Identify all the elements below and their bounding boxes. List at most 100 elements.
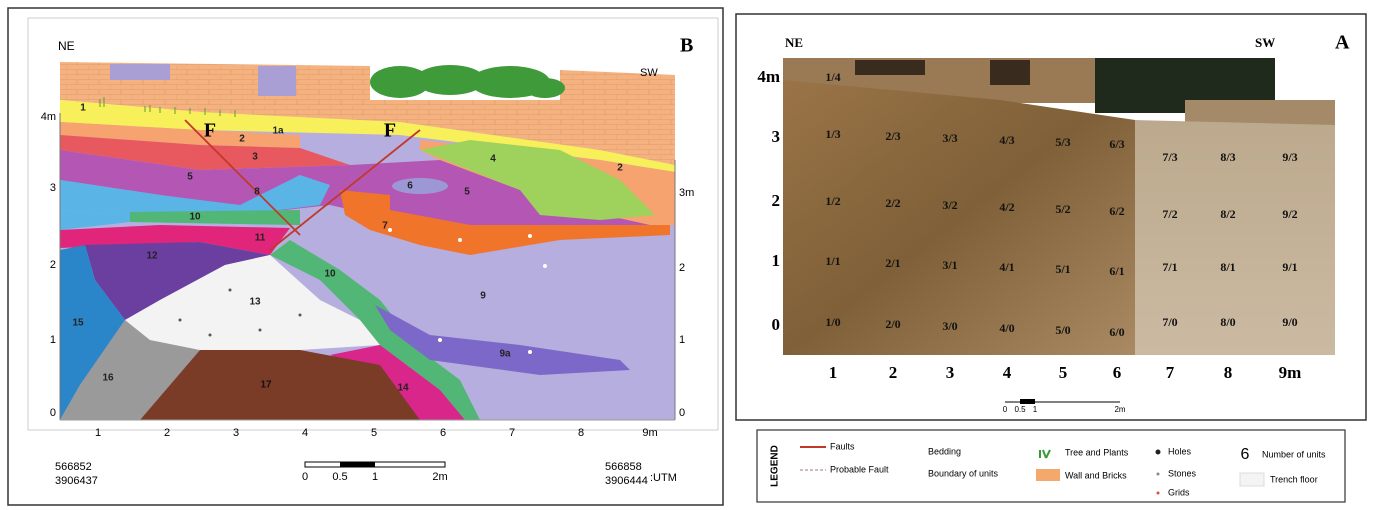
grid-label: 6/2: [1109, 204, 1124, 218]
axis-label: 1: [772, 251, 781, 270]
grid-label: 5/1: [1055, 262, 1070, 276]
legend-item: Faults: [830, 441, 855, 451]
axis-label: 6: [440, 427, 446, 439]
grid-label: 6/1: [1109, 264, 1124, 278]
scale-label: 0: [302, 471, 308, 483]
scale-label: 2m: [1114, 405, 1125, 414]
axis-label: 7: [1166, 363, 1175, 382]
axis-label: 3: [772, 127, 781, 146]
direction-label: NE: [785, 35, 803, 50]
trench-floor-symbol: [1240, 473, 1264, 486]
unit-label: 2: [239, 134, 245, 145]
axis-label: 7: [509, 427, 515, 439]
utm-coordinate: 3906437: [55, 475, 98, 487]
fault-label: F: [384, 120, 396, 142]
grid-label: 5/2: [1055, 202, 1070, 216]
axis-label: 4m: [41, 111, 56, 123]
legend-item: Trench floor: [1270, 474, 1318, 484]
axis-label: 3: [233, 427, 239, 439]
legend-item: Stones: [1168, 468, 1197, 478]
unit-label: 9: [480, 291, 486, 302]
unit-label: 12: [146, 251, 158, 262]
axis-label: 3: [50, 182, 56, 194]
axis-label: 1: [50, 334, 56, 346]
grid-label: 8/2: [1220, 207, 1235, 221]
utm-coordinate: 566852: [55, 461, 92, 473]
grid-label: 2/0: [885, 317, 900, 331]
legend-item: Tree and Plants: [1065, 447, 1129, 457]
grid-label: 4/1: [999, 260, 1014, 274]
scale-label: 0.5: [332, 471, 347, 483]
unit-label: 6: [407, 181, 413, 192]
grid-label: 7/0: [1162, 315, 1177, 329]
axis-label: 9m: [642, 427, 657, 439]
axis-label: 2: [50, 259, 56, 271]
unit-label: 8: [254, 187, 260, 198]
grid-label: 2/2: [885, 196, 900, 210]
legend-unit-example: 6: [1241, 446, 1250, 463]
grid-label: 2/1: [885, 256, 900, 270]
grid-label: 7/3: [1162, 150, 1177, 164]
grid-label: 3/0: [942, 319, 957, 333]
axis-label: 1: [829, 363, 838, 382]
axis-label: 0: [679, 407, 685, 419]
wall-symbol: [1036, 469, 1060, 481]
axis-label: 3: [946, 363, 955, 382]
axis-label: 1: [95, 427, 101, 439]
unit-label: 14: [397, 383, 409, 394]
legend-item: Probable Fault: [830, 464, 889, 474]
axis-label: 0: [772, 315, 781, 334]
axis-label: 0: [50, 407, 56, 419]
legend-item: Number of units: [1262, 449, 1326, 459]
axis-label: 2: [164, 427, 170, 439]
scale-label: 0: [1003, 405, 1008, 414]
grid-label: 9/3: [1282, 150, 1297, 164]
grid-label: 6/0: [1109, 325, 1124, 339]
grid-label: 9/0: [1282, 315, 1297, 329]
grid-label: 5/0: [1055, 323, 1070, 337]
unit-label: 4: [490, 154, 496, 165]
grid-label: 4/2: [999, 200, 1014, 214]
grid-label: 6/3: [1109, 137, 1124, 151]
legend-item: Grids: [1168, 487, 1190, 497]
direction-label: SW: [640, 67, 658, 79]
axis-label: 1: [679, 334, 685, 346]
axis-label: 8: [578, 427, 584, 439]
axis-label: 5: [1059, 363, 1068, 382]
grid-label: 3/1: [942, 258, 957, 272]
unit-label: 9a: [499, 349, 511, 360]
unit-label: 10: [324, 269, 336, 280]
unit-label: 15: [72, 318, 84, 329]
grid-label: 1/2: [825, 194, 840, 208]
cross-section: [60, 62, 675, 420]
panel-label: B: [680, 35, 693, 57]
unit-label: 13: [249, 297, 261, 308]
axis-label: 6: [1113, 363, 1122, 382]
legend-title: LEGEND: [770, 445, 781, 487]
grid-symbol: [1157, 492, 1160, 495]
grid-label: 7/2: [1162, 207, 1177, 221]
axis-label: 2: [772, 191, 781, 210]
axis-label: 3m: [679, 187, 694, 199]
scale-label: 1: [1033, 405, 1038, 414]
grid-label: 1/4: [825, 70, 840, 84]
axis-label: 2: [679, 262, 685, 274]
utm-coordinate: 566858: [605, 461, 642, 473]
scale-label: 0.5: [1014, 405, 1026, 414]
grid-label: 2/3: [885, 129, 900, 143]
grid-label: 1/1: [825, 254, 840, 268]
unit-label: 3: [252, 152, 258, 163]
axis-label: 9m: [1279, 363, 1302, 382]
grid-label: 5/3: [1055, 135, 1070, 149]
unit-label: 11: [255, 233, 266, 244]
grid-label: 4/3: [999, 133, 1014, 147]
grid-label: 9/2: [1282, 207, 1297, 221]
grid-label: 8/1: [1220, 260, 1235, 274]
direction-label: SW: [1255, 35, 1275, 50]
grid-label: 9/1: [1282, 260, 1297, 274]
axis-label: 4: [1003, 363, 1012, 382]
scale-label: 1: [372, 471, 378, 483]
panel-label: A: [1335, 32, 1350, 54]
scale-bar: [1020, 399, 1035, 404]
unit-label: 5: [187, 172, 193, 183]
